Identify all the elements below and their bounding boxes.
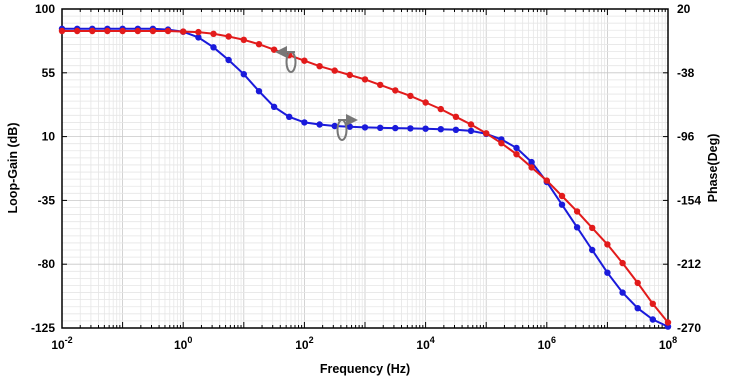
phase-series-point [195, 28, 202, 36]
left-axis-title: Loop-Gain (dB) [6, 123, 20, 214]
loop-gain-series-point [361, 124, 369, 131]
loop-gain-series-point [528, 158, 535, 166]
x-axis-title: Frequency (Hz) [320, 362, 410, 376]
loop-gain-series-point [437, 126, 444, 133]
loop-gain-series-point [210, 44, 217, 51]
grid [61, 8, 668, 329]
loop-gain-series-point [346, 123, 353, 130]
phase-series-point [301, 57, 308, 64]
x-tick-label: 10-2 [51, 335, 72, 352]
loop-gain-series-point [286, 113, 293, 121]
loop-gain-series-point [301, 119, 308, 126]
right-axis-ticks: 20 -38 -96 -154 -212 -270 [663, 2, 701, 335]
phase-series-point [407, 92, 414, 100]
left-y-tick-label: -35 [38, 193, 56, 207]
tick-marks [61, 9, 669, 328]
loop-gain-series-point [407, 125, 414, 132]
loop-gain-series-point [240, 71, 247, 78]
left-y-tick-label: 55 [42, 66, 56, 80]
loop-gain-series-point [195, 34, 202, 41]
phase-series-point [604, 241, 611, 248]
phase-series-point [634, 279, 641, 287]
phase-series-point [467, 121, 475, 128]
phase-series-point [89, 27, 96, 35]
phase-series-point [164, 27, 172, 35]
phase-series-point [649, 300, 656, 307]
phase-series-point [316, 62, 323, 70]
loop-gain-series-point [452, 126, 460, 133]
right-y-tick-label: -270 [677, 321, 701, 335]
red-series-axis-indicator-icon [275, 46, 297, 73]
phase-series-point [134, 27, 141, 35]
phase-series-point [573, 208, 581, 215]
series-layer [58, 25, 672, 330]
phase-series-point [210, 30, 217, 37]
right-y-tick-label: -154 [677, 193, 701, 207]
loop-gain-series-point [619, 289, 626, 296]
phase-series-point [483, 130, 490, 137]
right-y-tick-label: -38 [677, 66, 695, 80]
phase-series-point [361, 76, 369, 83]
right-y-tick-label: -212 [677, 257, 701, 271]
phase-series-point [225, 33, 232, 40]
phase-series-point [619, 259, 626, 267]
right-axis-title: Phase(Deg) [706, 134, 720, 203]
phase-series-point [392, 87, 399, 94]
loop-gain-series-point [255, 88, 263, 95]
loop-gain-series-point [634, 305, 641, 312]
x-axis-ticks: 10-2 100 102 104 106 108 [51, 335, 677, 352]
loop-gain-series-point [422, 125, 429, 132]
phase-series-point [331, 67, 338, 74]
phase-series-point [74, 27, 81, 35]
left-y-tick-label: 100 [35, 2, 55, 16]
loop-gain-series-point [604, 269, 611, 276]
phase-series-point [58, 27, 66, 35]
loop-gain-series-point [558, 201, 566, 208]
loop-gain-series-point [316, 121, 323, 128]
loop-gain-series-point [573, 224, 581, 231]
phase-series-point [240, 36, 247, 43]
loop-gain-series-point [649, 316, 656, 323]
loop-gain-series-point [392, 124, 399, 132]
loop-gain-series-point [377, 124, 384, 131]
phase-series-point [104, 27, 111, 35]
phase-series-point [543, 177, 550, 184]
x-tick-label: 104 [416, 335, 434, 352]
right-y-tick-label: 20 [677, 2, 691, 16]
loop-gain-series-point [331, 122, 338, 130]
phase-series-point [149, 27, 157, 35]
phase-series-point [180, 28, 187, 35]
phase-series-point [513, 151, 520, 158]
x-tick-label: 100 [174, 335, 192, 352]
phase-series-point [664, 319, 672, 326]
x-tick-label: 108 [659, 335, 677, 352]
left-y-tick-label: -80 [38, 257, 56, 271]
x-tick-label: 102 [295, 335, 313, 352]
left-y-tick-label: 10 [42, 130, 56, 144]
phase-series-point [119, 27, 126, 35]
phase-series-point [437, 105, 444, 113]
loop-gain-series-point [513, 144, 520, 152]
phase-series-point [528, 164, 535, 171]
x-tick-label: 106 [538, 335, 556, 352]
phase-series-point [589, 224, 596, 232]
loop-gain-series-point [270, 103, 278, 111]
left-axis-ticks: 100 55 10 -35 -80 -125 [31, 2, 67, 335]
right-y-tick-label: -96 [677, 130, 695, 144]
phase-series-point [498, 140, 505, 147]
blue-series-axis-indicator-icon [336, 114, 358, 141]
phase-series-point [452, 113, 460, 121]
left-y-tick-label: -125 [31, 321, 55, 335]
loop-gain-series-point [225, 56, 232, 64]
phase-series-point [558, 192, 566, 200]
phase-series-point [270, 46, 278, 53]
phase-series-point [377, 81, 384, 89]
phase-series-point [346, 71, 353, 79]
loop-gain-series-point [589, 246, 596, 254]
phase-series-point [255, 41, 263, 48]
loop-gain-series-point [467, 127, 475, 135]
phase-series-point [422, 99, 429, 106]
